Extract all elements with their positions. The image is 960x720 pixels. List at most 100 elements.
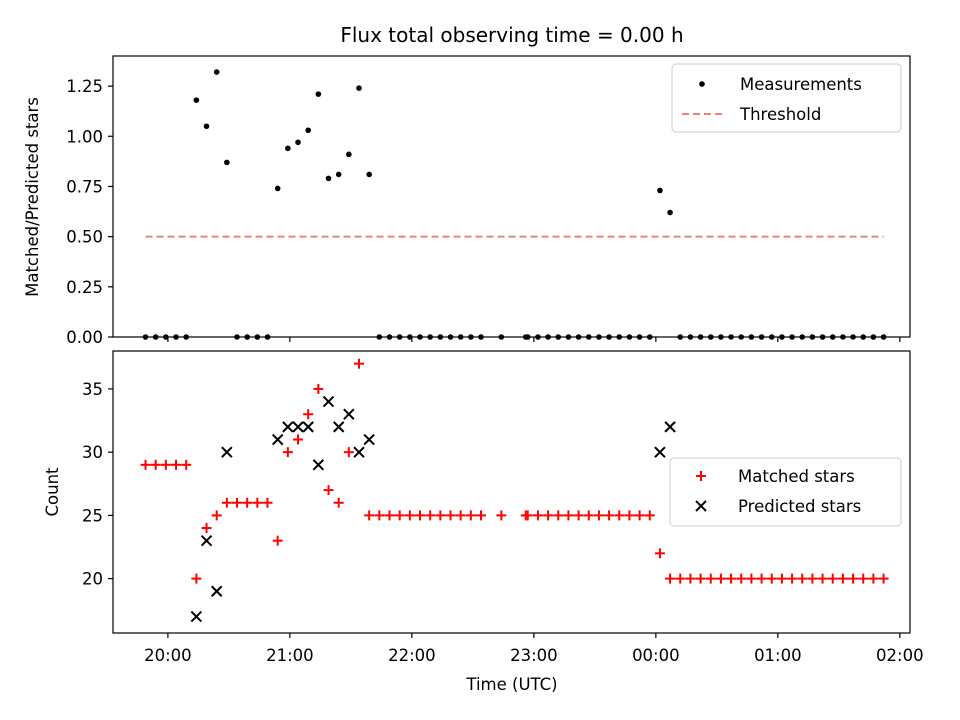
measurement-point — [346, 151, 352, 158]
matched-star-point — [425, 510, 436, 521]
bottom-panel: 20:00 21:00 22:00 23:00 00:00 01:00 02:00 20 25 3… — [43, 350, 924, 694]
predicted-star-stroke — [302, 421, 314, 433]
matched-star-point — [868, 573, 879, 584]
legend-marker-predicted-stars — [695, 500, 707, 512]
matched-star-point — [807, 573, 818, 584]
matched-star-point — [282, 447, 293, 458]
measurement-point — [193, 97, 200, 103]
predicted-star-stroke — [654, 446, 666, 458]
predicted-star-stroke — [343, 408, 355, 420]
predicted-star-point — [343, 408, 355, 420]
x-tick-label: 01:00 — [754, 646, 802, 665]
top-axis-ticks: 0.00 0.25 0.50 0.75 1.00 1.25 — [66, 77, 901, 347]
matched-star-point — [665, 573, 676, 584]
matched-star-point — [415, 510, 426, 521]
matched-star-point — [583, 510, 594, 521]
matched-star-point — [242, 497, 253, 508]
predicted-star-stroke — [322, 395, 335, 408]
predicted-star-point — [292, 421, 304, 433]
predicted-star-point — [200, 534, 213, 547]
matched-star-point — [827, 573, 838, 584]
predicted-star-stroke — [221, 446, 233, 458]
matched-star-point — [252, 497, 263, 508]
matched-star-point — [563, 510, 574, 521]
bottom-y-axis-label: Count — [43, 467, 62, 517]
matched-star-point — [858, 573, 869, 584]
matched-star-point — [654, 548, 665, 559]
matched-star-point — [364, 510, 375, 521]
chart-title: Flux total observing time = 0.00 h — [340, 23, 683, 47]
matched-star-point — [766, 573, 777, 584]
predicted-star-point — [282, 421, 294, 433]
matched-star-point — [848, 573, 859, 584]
predicted-star-stroke — [312, 459, 325, 471]
matched-star-point — [817, 573, 828, 584]
matched-star-point — [776, 573, 787, 584]
matched-star-point — [787, 573, 798, 584]
predicted-star-stroke — [200, 534, 213, 547]
matched-star-point — [171, 459, 182, 470]
matched-star-point — [211, 510, 222, 521]
matched-star-point — [262, 497, 273, 508]
predicted-star-stroke — [353, 446, 365, 458]
matched-star-point — [445, 510, 456, 521]
measurement-point — [366, 171, 372, 178]
matched-star-point — [140, 459, 151, 470]
measurement-point — [295, 139, 301, 146]
predicted-star-point — [664, 421, 676, 433]
matched-star-point — [532, 510, 543, 521]
predicted-star-point — [190, 610, 203, 623]
matched-star-point — [644, 510, 655, 521]
measurement-point — [213, 69, 220, 75]
matched-star-point — [634, 510, 645, 521]
predicted-star-point — [363, 433, 375, 446]
matched-star-point — [705, 573, 716, 584]
predicted-star-stroke — [363, 433, 375, 446]
matched-star-point — [604, 510, 615, 521]
matched-star-point — [404, 510, 415, 521]
y-tick-label: 30 — [82, 443, 103, 462]
measurement-point — [657, 187, 663, 194]
matched-star-point — [573, 510, 584, 521]
x-tick-label: 00:00 — [632, 646, 680, 665]
matched-star-point — [354, 358, 365, 369]
top-y-axis-label: Matched/Predicted stars — [23, 97, 42, 297]
predicted-star-stroke — [664, 421, 676, 433]
measurement-point — [667, 209, 673, 216]
matched-star-point — [303, 409, 314, 420]
matched-star-point — [221, 497, 232, 508]
predicted-star-point — [322, 395, 335, 408]
matched-star-point — [837, 573, 848, 584]
matched-star-point — [496, 510, 507, 521]
matched-star-point — [293, 434, 304, 445]
legend-label-matched-stars: Matched stars — [738, 467, 855, 486]
bottom-plot-marks — [140, 358, 889, 623]
matched-star-point — [181, 459, 192, 470]
predicted-star-stroke — [292, 421, 304, 433]
top-legend-box — [671, 63, 902, 133]
predicted-star-point — [353, 446, 365, 458]
measurement-point — [315, 91, 322, 97]
y-tick-label: 0.00 — [66, 328, 103, 347]
bottom-legend-box — [669, 457, 902, 527]
matched-star-point — [695, 573, 706, 584]
measurement-point — [335, 171, 342, 178]
matched-star-point — [191, 573, 202, 584]
matched-star-point — [685, 573, 696, 584]
matched-star-point — [201, 523, 212, 534]
y-tick-label: 1.25 — [66, 77, 103, 96]
predicted-star-point — [271, 433, 284, 446]
y-tick-label: 20 — [82, 570, 103, 589]
matched-star-point — [736, 573, 747, 584]
matched-star-point — [323, 485, 334, 496]
predicted-star-stroke — [332, 421, 345, 433]
matched-star-point — [522, 510, 533, 521]
matched-star-point — [593, 510, 604, 521]
x-tick-label: 20:00 — [144, 646, 192, 665]
matched-star-point — [726, 573, 737, 584]
y-tick-label: 35 — [82, 380, 103, 399]
matched-star-point — [797, 573, 808, 584]
legend-marker-matched-stars — [696, 471, 706, 481]
x-tick-label: 21:00 — [266, 646, 314, 665]
matched-star-point — [272, 535, 283, 546]
